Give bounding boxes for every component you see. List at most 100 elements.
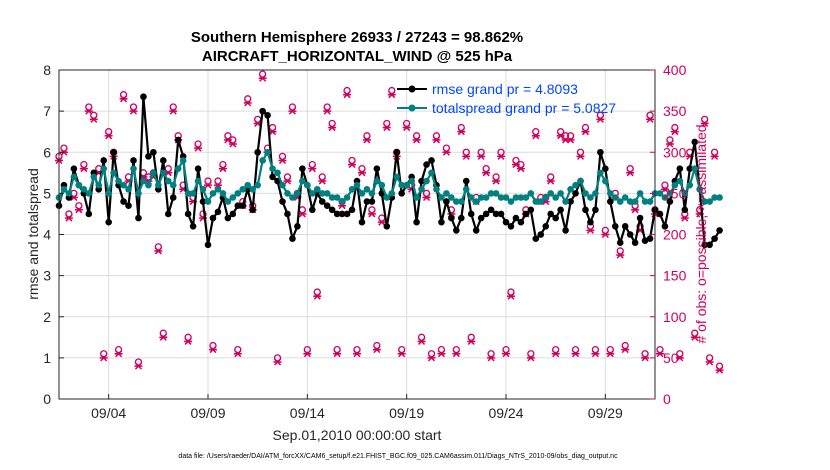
rmse-point — [626, 231, 634, 238]
totalspread-point — [711, 194, 718, 201]
y-tick-label: 7 — [43, 103, 51, 119]
totalspread-point — [323, 190, 331, 197]
totalspread-point — [482, 194, 490, 201]
obs-possible-point — [318, 173, 326, 181]
rmse-point — [145, 153, 152, 160]
obs-possible-point — [273, 354, 282, 362]
totalspread-point — [318, 190, 326, 197]
obs-possible-point — [313, 288, 321, 296]
x-tick-label: 09/09 — [190, 405, 225, 421]
rmse-point — [373, 165, 381, 172]
totalspread-point — [60, 185, 68, 193]
obs-possible-point — [80, 160, 88, 169]
line-series — [55, 93, 723, 249]
rmse-point — [636, 214, 644, 222]
rmse-point — [249, 206, 256, 214]
totalspread-point — [458, 198, 465, 205]
obs-assimilated-point — [606, 350, 615, 358]
totalspread-point — [448, 194, 455, 201]
totalspread-point — [691, 165, 699, 172]
obs-assimilated-point — [184, 337, 193, 345]
obs-possible-point — [60, 144, 68, 152]
rmse-point — [458, 214, 465, 222]
obs-possible-point — [527, 350, 535, 358]
obs-assimilated-point — [129, 107, 138, 115]
obs-possible-point — [154, 243, 162, 251]
rmse-point — [443, 198, 450, 205]
obs-possible-point — [606, 345, 614, 354]
obs-possible-point — [715, 362, 724, 370]
obs-possible-point — [691, 329, 699, 337]
rmse-point — [229, 210, 237, 218]
obs-assimilated-point — [482, 169, 491, 177]
x-axis-label: Sep.01,2010 00:00:00 start — [273, 427, 442, 443]
obs-possible-point — [398, 345, 406, 354]
rmse-point — [169, 194, 177, 201]
obs-possible-point — [308, 160, 316, 169]
rmse-point — [294, 222, 301, 230]
totalspread-point — [403, 181, 410, 189]
rmse-point — [368, 198, 376, 205]
y2-tick-label: 250 — [663, 185, 687, 201]
rmse-point — [616, 239, 624, 247]
totalspread-point — [184, 190, 192, 197]
obs-assimilated-point — [601, 230, 610, 239]
totalspread-point — [542, 194, 550, 201]
obs-possible-point — [348, 156, 356, 165]
legend-spread-label: totalspread grand pr = 5.0827 — [432, 100, 616, 116]
obs-possible-point — [512, 156, 520, 165]
obs-assimilated-point — [646, 115, 655, 123]
rmse-point — [189, 222, 197, 230]
rmse-point — [140, 93, 147, 101]
obs-possible-point — [85, 103, 93, 111]
obs-possible-point — [169, 103, 177, 111]
rmse-point — [711, 235, 718, 242]
chart-title-line1: Southern Hemisphere 26933 / 27243 = 98.8… — [191, 29, 523, 46]
legend-spread-marker — [408, 104, 416, 112]
obs-assimilated-point — [258, 74, 267, 82]
totalspread-point — [577, 177, 584, 185]
obs-possible-point — [164, 165, 172, 173]
y-tick-label: 5 — [43, 185, 51, 201]
totalspread-point — [522, 194, 530, 201]
obs-assimilated-point — [690, 333, 699, 341]
obs-possible-point — [368, 206, 376, 214]
rmse-point — [562, 227, 569, 234]
obs-possible-point — [701, 115, 709, 123]
obs-possible-point — [427, 350, 436, 358]
obs-assimilated-point — [303, 350, 312, 358]
totalspread-point — [681, 190, 689, 197]
obs-assimilated-point — [477, 152, 486, 160]
obs-assimilated-point — [333, 350, 342, 358]
obs-possible-point — [596, 111, 605, 119]
y-tick-label: 1 — [43, 350, 51, 366]
rmse-point — [676, 165, 684, 172]
obs-assimilated-point — [417, 337, 426, 345]
y2-tick-label: 0 — [663, 391, 671, 407]
obs-possible-point — [502, 345, 510, 354]
obs-possible-point — [363, 132, 371, 140]
totalspread-point — [135, 190, 142, 197]
obs-possible-point — [661, 181, 669, 189]
rmse-point — [502, 218, 510, 226]
totalspread-point — [646, 198, 654, 205]
obs-assimilated-point — [422, 193, 431, 202]
rmse-point — [462, 177, 470, 185]
obs-possible-point — [442, 144, 451, 152]
obs-assimilated-point — [487, 354, 496, 362]
totalspread-point — [338, 198, 346, 205]
totalspread-point — [294, 190, 301, 197]
obs-possible-point — [621, 341, 629, 350]
totalspread-point — [438, 194, 445, 201]
rmse-point — [259, 107, 266, 115]
obs-possible-point — [626, 165, 634, 173]
obs-assimilated-point — [462, 152, 471, 160]
obs-possible-point — [696, 206, 704, 214]
rmse-point — [299, 165, 306, 172]
obs-series — [55, 70, 724, 374]
obs-possible-point — [353, 345, 361, 354]
obs-assimilated-point — [89, 115, 98, 123]
rmse-point — [120, 198, 127, 205]
totalspread-point — [353, 181, 361, 189]
totalspread-point — [562, 198, 569, 205]
